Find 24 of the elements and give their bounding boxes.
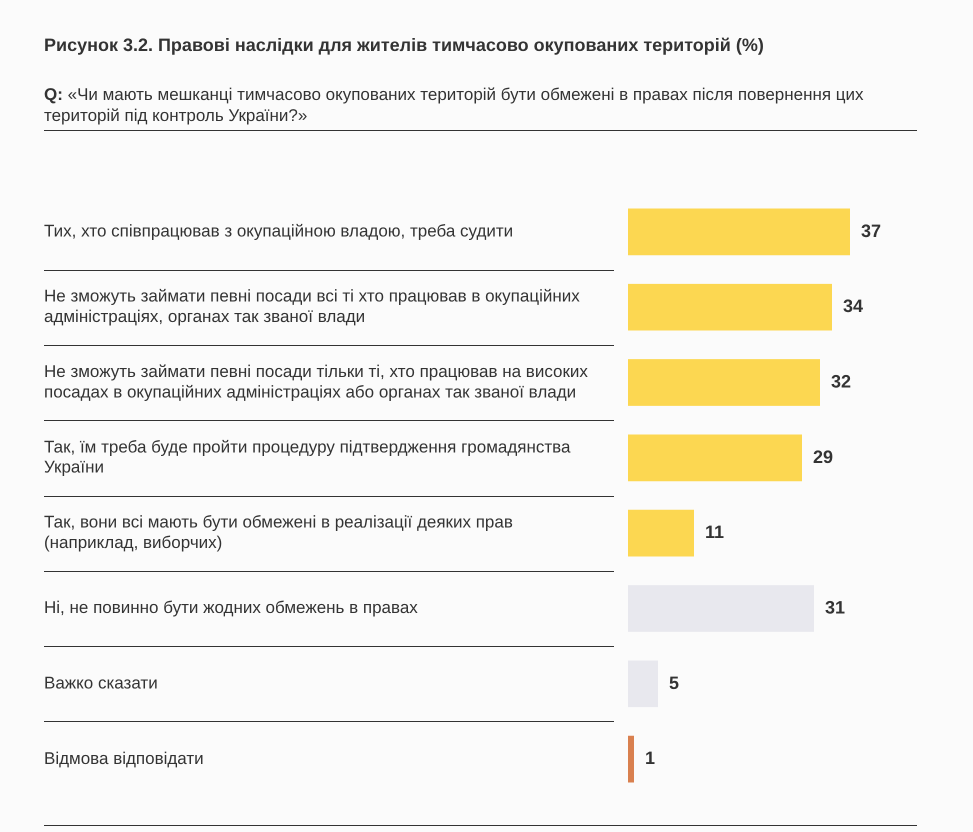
y-tick-label: Важко сказати xyxy=(44,674,158,692)
data-label: 34 xyxy=(843,296,864,316)
y-tick-label: Не зможуть займати певні посади всі ті хто працював в окупаційних адміністраціях, органах так званої влади xyxy=(44,286,580,326)
y-tick-label: Так, їм треба буде пройти процедуру підтвердження громадянства України xyxy=(44,437,571,477)
data-label: 11 xyxy=(705,522,724,542)
bar xyxy=(628,284,832,331)
data-label: 1 xyxy=(645,748,656,768)
data-label: 32 xyxy=(831,371,852,392)
data-label: 31 xyxy=(825,597,846,618)
y-tick-label: Так, вони всі мають бути обмежені в реалізації деяких прав (наприклад, виборчих) xyxy=(44,512,513,552)
text: Q: «Чи мають мешканці тимчасово окупованих територій бути обмежені в правах після повернення цих територій під контроль України?» xyxy=(44,84,917,131)
y-tick-label: Тих, хто співпрацював з окупаційною владою, треба судити xyxy=(44,222,514,241)
bar xyxy=(628,359,820,406)
bar xyxy=(628,208,850,256)
data-label: 5 xyxy=(669,672,680,693)
y-tick-label: Ні, не повинно бути жодних обмежень в правах xyxy=(44,598,418,618)
y-tick-label: Не зможуть займати певні посади тільки ті, хто працював на високих посадах в окупаційних адміністраціях або органах так званої влади xyxy=(44,362,588,402)
bar xyxy=(628,510,694,557)
bar xyxy=(628,736,634,782)
bar xyxy=(628,434,802,482)
data-label: 37 xyxy=(861,220,882,241)
text: Рисунок 3.2. Правові наслідки для жителів тимчасово окупованих територій (%) xyxy=(44,34,765,57)
data-label: 29 xyxy=(813,446,834,467)
y-tick-label: Відмова відповідати xyxy=(44,748,204,768)
